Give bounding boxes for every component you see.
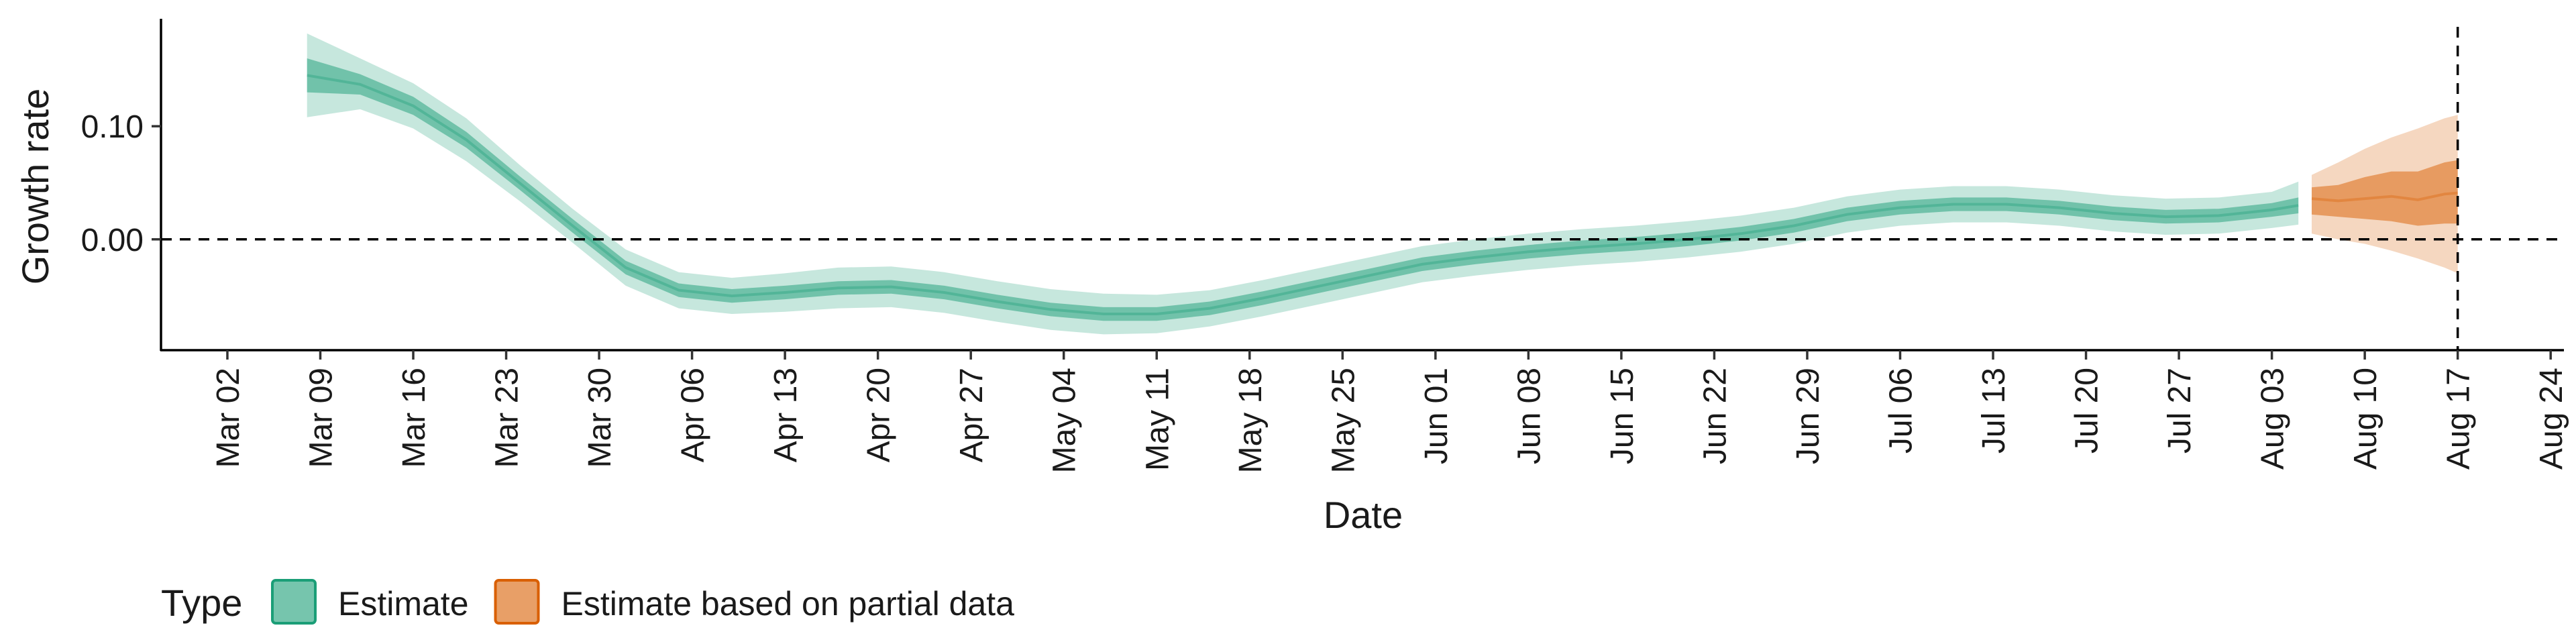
- x-axis-title: Date: [1324, 494, 1403, 536]
- estimate-outer-band: [307, 33, 2299, 335]
- x-tick-label: Mar 30: [582, 368, 618, 468]
- partial-estimate-median-line: [2311, 191, 2458, 203]
- x-tick-label: Jul 20: [2070, 368, 2105, 453]
- estimate-median-line: [307, 74, 2299, 315]
- x-tick-label: Apr 27: [954, 368, 989, 462]
- x-tick-label: May 25: [1326, 368, 1361, 473]
- x-tick-label: May 04: [1047, 368, 1083, 473]
- x-tick-label: Jul 13: [1976, 368, 2012, 453]
- x-tick-label: May 18: [1233, 368, 1269, 473]
- legend-swatch-estimate: [271, 579, 317, 625]
- x-tick-label: Mar 23: [490, 368, 525, 468]
- x-tick-label: Apr 20: [861, 368, 897, 462]
- x-tick-label: Mar 16: [396, 368, 432, 468]
- x-tick-label: May 11: [1140, 368, 1175, 471]
- legend-label-estimate: Estimate: [338, 585, 469, 623]
- y-tick-label: 0.00: [81, 223, 144, 258]
- axes: 0.00 0.10 Mar 02 Mar 09 Mar 16 Mar 23 Mar 30 Ap…: [81, 19, 2569, 473]
- x-tick-label: Apr 13: [768, 368, 804, 462]
- legend-title: Type: [161, 582, 242, 624]
- y-tick-label: 0.10: [81, 109, 144, 145]
- x-tick-label: Jun 01: [1419, 368, 1454, 464]
- x-tick-label: Aug 17: [2441, 368, 2477, 470]
- x-tick-label: Aug 03: [2255, 368, 2291, 470]
- x-tick-label: Mar 09: [304, 368, 339, 468]
- partial-estimate-inner-band: [2312, 160, 2458, 226]
- x-tick-label: Apr 06: [676, 368, 711, 462]
- y-axis-title: Growth rate: [14, 89, 56, 285]
- x-tick-label: Jun 08: [1511, 368, 1547, 464]
- reference-lines: [161, 27, 2564, 350]
- x-tick-label: Jul 06: [1884, 368, 1919, 453]
- x-tick-label: Jun 15: [1605, 368, 1640, 464]
- ribbon-layer: [307, 33, 2458, 335]
- x-tick-label: Mar 02: [211, 368, 246, 468]
- legend: Type Estimate Estimate based on partial d…: [161, 579, 1015, 625]
- x-tick-label: Jun 22: [1697, 368, 1733, 464]
- x-tick-label: Aug 10: [2348, 368, 2383, 470]
- x-tick-label: Aug 24: [2534, 368, 2569, 470]
- legend-swatch-partial-estimate: [494, 579, 540, 625]
- x-tick-label: Jun 29: [1790, 368, 1826, 464]
- legend-label-partial-estimate: Estimate based on partial data: [561, 585, 1015, 623]
- x-tick-label: Jul 27: [2162, 368, 2198, 453]
